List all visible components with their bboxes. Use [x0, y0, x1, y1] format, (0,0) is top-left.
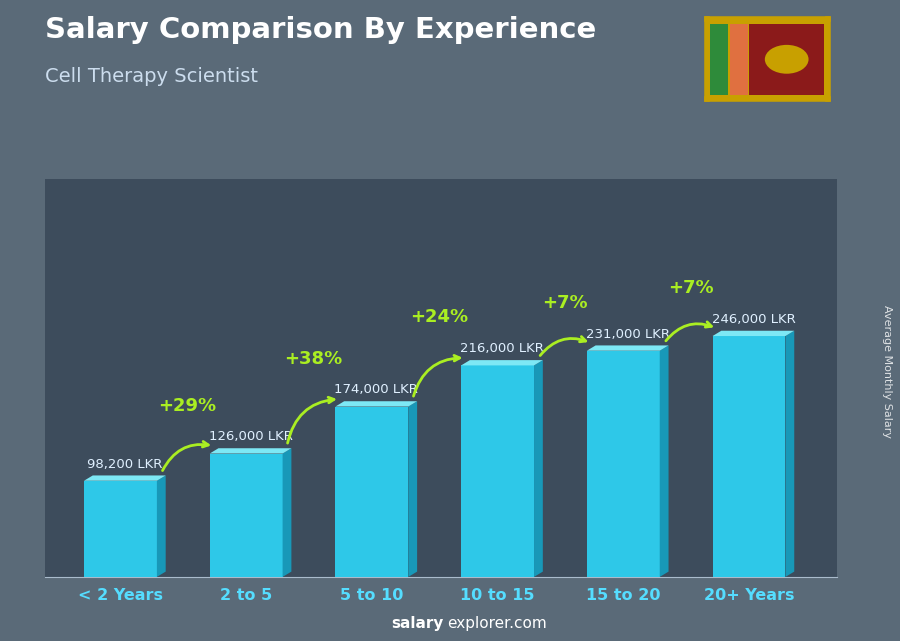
- Text: 126,000 LKR: 126,000 LKR: [209, 430, 292, 444]
- Polygon shape: [713, 331, 795, 336]
- Polygon shape: [587, 351, 660, 577]
- Polygon shape: [157, 476, 166, 577]
- Text: 216,000 LKR: 216,000 LKR: [460, 342, 544, 355]
- Polygon shape: [210, 454, 283, 577]
- Text: 231,000 LKR: 231,000 LKR: [586, 328, 670, 340]
- Polygon shape: [534, 360, 543, 577]
- Polygon shape: [660, 345, 669, 577]
- Polygon shape: [409, 401, 417, 577]
- Text: 174,000 LKR: 174,000 LKR: [334, 383, 418, 396]
- Text: salary: salary: [392, 617, 444, 631]
- Polygon shape: [461, 365, 534, 577]
- Text: Average Monthly Salary: Average Monthly Salary: [881, 305, 892, 438]
- Bar: [749, 24, 824, 94]
- Polygon shape: [336, 401, 417, 406]
- Polygon shape: [587, 345, 669, 351]
- Text: +29%: +29%: [158, 397, 217, 415]
- Text: 246,000 LKR: 246,000 LKR: [712, 313, 796, 326]
- Polygon shape: [786, 331, 795, 577]
- Polygon shape: [713, 336, 786, 577]
- Text: Cell Therapy Scientist: Cell Therapy Scientist: [45, 67, 258, 87]
- Text: explorer.com: explorer.com: [447, 617, 547, 631]
- Text: Salary Comparison By Experience: Salary Comparison By Experience: [45, 16, 596, 44]
- Bar: [730, 24, 748, 94]
- Polygon shape: [336, 406, 409, 577]
- Polygon shape: [283, 448, 292, 577]
- Circle shape: [765, 45, 808, 74]
- Polygon shape: [461, 360, 543, 365]
- Text: 98,200 LKR: 98,200 LKR: [87, 458, 163, 470]
- Polygon shape: [210, 448, 292, 454]
- Bar: [710, 24, 728, 94]
- Text: +38%: +38%: [284, 349, 343, 367]
- Text: +24%: +24%: [410, 308, 468, 326]
- Text: +7%: +7%: [668, 279, 714, 297]
- Text: +7%: +7%: [542, 294, 588, 312]
- Polygon shape: [84, 476, 166, 481]
- Polygon shape: [84, 481, 157, 577]
